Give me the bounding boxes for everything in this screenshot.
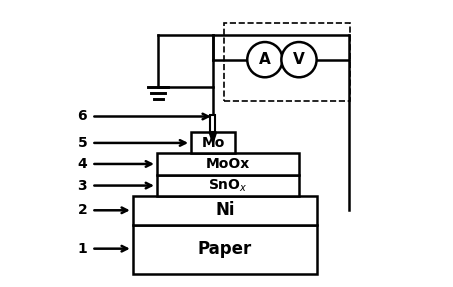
Text: A: A (259, 52, 271, 67)
Polygon shape (209, 132, 217, 144)
Bar (133, 196, 318, 224)
Text: V: V (293, 52, 305, 67)
Bar (157, 154, 299, 175)
Bar (210, 115, 216, 132)
Text: 4: 4 (77, 157, 87, 171)
Circle shape (281, 42, 317, 77)
Text: 3: 3 (77, 179, 87, 193)
Text: Paper: Paper (198, 241, 252, 258)
Text: MoOx: MoOx (206, 157, 250, 171)
Text: 1: 1 (77, 242, 87, 256)
Text: 2: 2 (77, 203, 87, 217)
Bar (191, 132, 235, 154)
Bar (133, 224, 318, 274)
Text: SnO$_x$: SnO$_x$ (208, 177, 248, 194)
Bar (224, 23, 350, 101)
Text: 5: 5 (77, 136, 87, 150)
Text: 6: 6 (77, 110, 87, 123)
Text: Mo: Mo (201, 136, 225, 150)
Text: Ni: Ni (215, 201, 235, 219)
Circle shape (247, 42, 283, 77)
Bar (157, 175, 299, 196)
